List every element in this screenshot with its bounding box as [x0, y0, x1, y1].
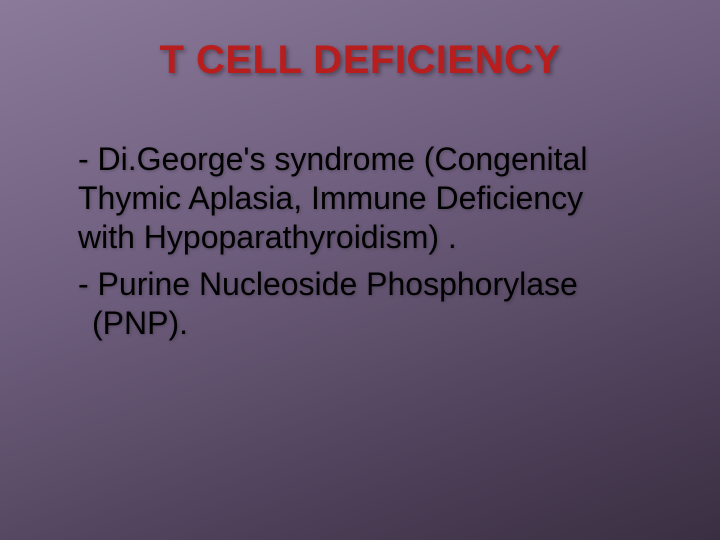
list-item-line: (PNP).	[78, 304, 642, 343]
list-item-line: - Purine Nucleoside Phosphorylase	[78, 265, 642, 304]
list-item: - Purine Nucleoside Phosphorylase (PNP).	[78, 265, 642, 343]
slide-title: T CELL DEFICIENCY	[0, 38, 720, 83]
slide-body: - Di.George's syndrome (Congenital Thymi…	[78, 140, 642, 343]
list-item: - Di.George's syndrome (Congenital Thymi…	[78, 140, 642, 257]
